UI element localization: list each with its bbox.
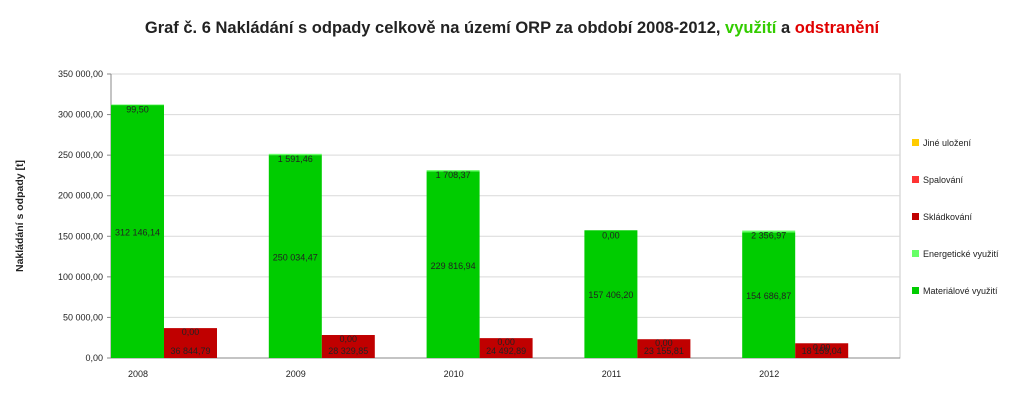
data-label-energeticke: 0,00	[602, 230, 620, 240]
legend-swatch	[912, 213, 919, 220]
data-label-materialove: 154 686,87	[746, 291, 791, 301]
bar-materialove-vyuziti	[742, 232, 796, 358]
title-main: Graf č. 6 Nakládání s odpady celkově na …	[144, 19, 726, 37]
legend-swatch	[912, 287, 919, 294]
data-label-energeticke: 1 708,37	[436, 170, 471, 180]
data-label-skladkovani: 23 155,81	[644, 346, 684, 356]
data-label-materialove: 229 816,94	[431, 261, 476, 271]
data-label-energeticke: 1 591,46	[278, 154, 313, 164]
title-part-vyuziti: využití	[725, 19, 777, 37]
data-label-skladkovani: 24 492,89	[486, 346, 526, 356]
bar-energeticke-vyuziti	[426, 170, 480, 172]
bar-skladkovani	[637, 339, 691, 358]
bar-skladkovani	[795, 343, 849, 358]
legend-swatch	[912, 139, 919, 146]
data-label-spalovani: 0,00	[497, 337, 515, 347]
y-axis-title: Nakládání s odpady [t]	[14, 160, 26, 272]
y-tick-label: 300 000,00	[58, 110, 103, 120]
x-tick-label: 2008	[128, 369, 148, 379]
x-tick-label: 2012	[759, 369, 779, 379]
data-label-skladkovani: 36 844,79	[170, 346, 210, 356]
data-label-materialove: 312 146,14	[115, 227, 160, 237]
y-tick-label: 100 000,00	[58, 272, 103, 282]
chart-title: Graf č. 6 Nakládání s odpady celkově na …	[0, 19, 1024, 38]
data-label-skladkovani: 28 329,85	[328, 346, 368, 356]
bar-materialove-vyuziti	[584, 230, 638, 358]
legend-label: Skládkování	[923, 212, 973, 222]
y-tick-label: 350 000,00	[58, 69, 103, 79]
data-label-skladkovani: 18 159,04	[802, 346, 842, 356]
bar-energeticke-vyuziti	[742, 230, 796, 233]
legend-swatch	[912, 250, 919, 257]
legend-label: Jiné uložení	[923, 138, 972, 148]
y-tick-label: 200 000,00	[58, 191, 103, 201]
bar-skladkovani	[164, 328, 217, 358]
x-tick-label: 2011	[602, 369, 621, 379]
legend-label: Materiálové využití	[923, 286, 998, 296]
bar-skladkovani	[321, 335, 375, 358]
data-label-energeticke: 99,50	[126, 105, 149, 115]
x-tick-label: 2010	[444, 369, 464, 379]
bar-materialove-vyuziti	[111, 104, 164, 359]
y-tick-label: 50 000,00	[63, 312, 103, 322]
legend-swatch	[912, 176, 919, 183]
y-tick-label: 250 000,00	[58, 150, 103, 160]
data-label-spalovani: 0,00	[813, 342, 831, 352]
title-joiner: a	[776, 19, 795, 37]
legend-label: Energetické využití	[923, 249, 999, 259]
bar-energeticke-vyuziti	[268, 153, 322, 156]
data-label-energeticke: 2 356,97	[751, 231, 786, 241]
title-part-odstraneni: odstranění	[794, 19, 880, 37]
bar-materialove-vyuziti	[268, 155, 322, 358]
data-label-materialove: 250 034,47	[273, 253, 318, 263]
data-label-spalovani: 0,00	[340, 334, 358, 344]
data-label-spalovani: 0,00	[182, 327, 200, 337]
y-tick-label: 0,00	[85, 353, 103, 363]
bar-materialove-vyuziti	[426, 171, 480, 358]
y-tick-label: 150 000,00	[58, 231, 103, 241]
data-label-spalovani: 0,00	[655, 338, 673, 348]
data-label-materialove: 157 406,20	[588, 290, 633, 300]
bar-skladkovani	[479, 338, 533, 358]
x-tick-label: 2009	[286, 369, 306, 379]
bar-energeticke-vyuziti	[111, 104, 164, 106]
legend-label: Spalování	[923, 175, 964, 185]
